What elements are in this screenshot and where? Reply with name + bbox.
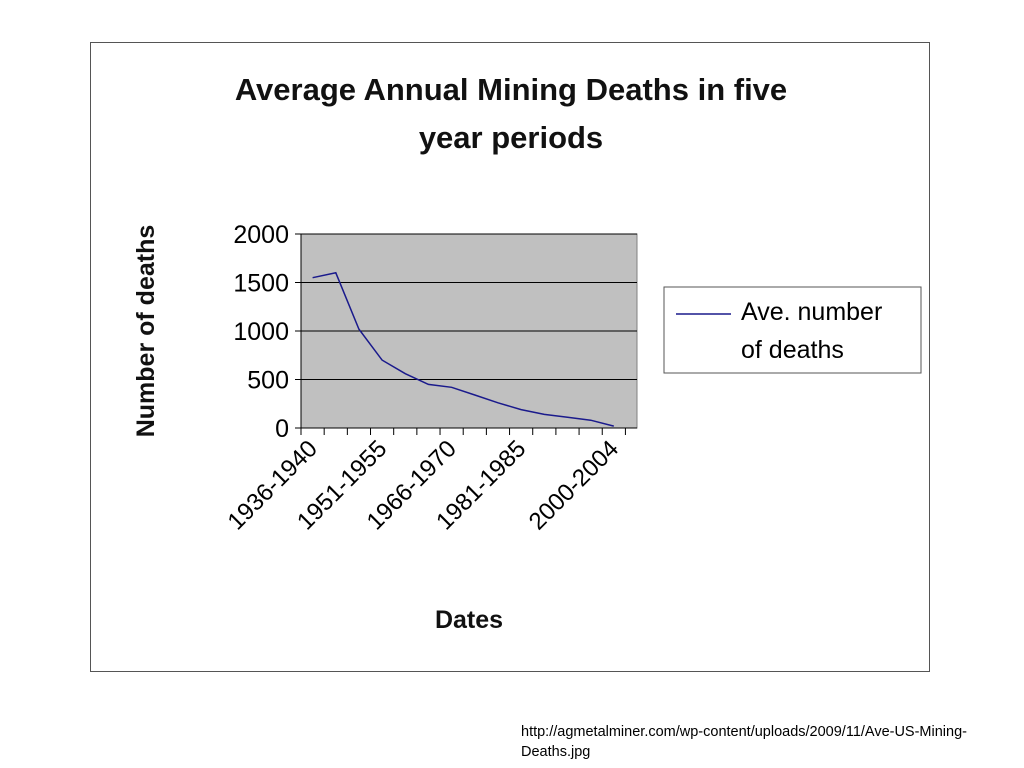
chart-title-line: Average Annual Mining Deaths in five xyxy=(235,72,787,107)
y-tick-label: 500 xyxy=(247,367,289,395)
legend-label-line: of deaths xyxy=(741,336,844,364)
y-tick-label: 1000 xyxy=(233,318,289,346)
y-tick-label: 1500 xyxy=(233,270,289,298)
legend-box xyxy=(663,286,922,374)
y-tick-label: 0 xyxy=(275,415,289,443)
chart-title-line: year periods xyxy=(419,120,603,155)
y-tick-label: 2000 xyxy=(233,221,289,249)
x-axis-label: Dates xyxy=(435,606,503,634)
source-url: http://agmetalminer.com/wp-content/uploa… xyxy=(521,724,967,760)
x-tick-label: 2000-2004 xyxy=(524,435,624,535)
line-chart: Average Annual Mining Deaths in five year… xyxy=(132,72,922,634)
legend-label-line: Ave. number xyxy=(741,298,882,326)
y-axis-label: Number of deaths xyxy=(132,225,160,438)
series-line xyxy=(312,271,614,427)
chart-frame: Average Annual Mining Deaths in five year… xyxy=(90,42,930,672)
